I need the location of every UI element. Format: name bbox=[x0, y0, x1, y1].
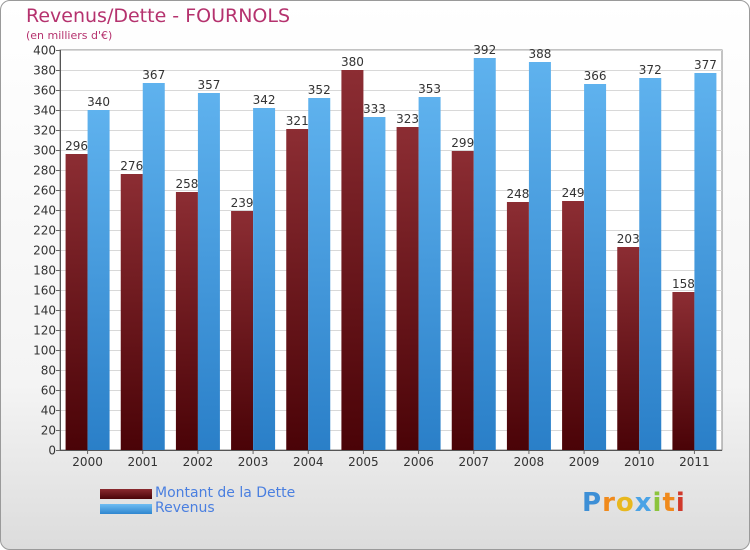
bar-dette bbox=[396, 127, 419, 450]
y-tick-label: 80 bbox=[41, 364, 56, 378]
bar-revenus bbox=[694, 73, 717, 450]
bar-revenus bbox=[528, 62, 551, 450]
y-tick-label: 100 bbox=[33, 344, 56, 358]
data-label: 249 bbox=[562, 186, 585, 200]
data-label: 276 bbox=[120, 159, 143, 173]
data-label: 366 bbox=[584, 69, 607, 83]
data-label: 258 bbox=[175, 177, 198, 191]
data-label: 296 bbox=[65, 139, 88, 153]
data-label: 377 bbox=[694, 58, 717, 72]
y-tick-label: 180 bbox=[33, 264, 56, 278]
x-tick-label: 2009 bbox=[569, 455, 600, 469]
bar-revenus bbox=[142, 83, 165, 450]
data-label: 342 bbox=[253, 93, 276, 107]
bar-dette bbox=[286, 129, 309, 450]
bar-dette bbox=[506, 202, 529, 450]
x-tick-label: 2007 bbox=[458, 455, 489, 469]
bar-dette bbox=[562, 201, 585, 450]
y-tick-label: 140 bbox=[33, 304, 56, 318]
bar-revenus bbox=[253, 108, 276, 450]
x-tick-label: 2005 bbox=[348, 455, 379, 469]
x-tick-label: 2002 bbox=[183, 455, 214, 469]
bar-revenus bbox=[473, 58, 496, 450]
bar-dette bbox=[175, 192, 198, 450]
bar-dette bbox=[672, 292, 695, 450]
y-tick-label: 220 bbox=[33, 224, 56, 238]
data-label: 392 bbox=[473, 43, 496, 57]
y-tick-label: 260 bbox=[33, 184, 56, 198]
x-tick-label: 2011 bbox=[679, 455, 710, 469]
legend-swatch-revenus bbox=[100, 504, 152, 514]
y-tick-label: 20 bbox=[41, 424, 56, 438]
bar-revenus bbox=[197, 93, 220, 450]
logo-letter: r bbox=[602, 488, 616, 518]
y-tick-label: 280 bbox=[33, 164, 56, 178]
y-tick-label: 340 bbox=[33, 104, 56, 118]
data-label: 333 bbox=[363, 102, 386, 116]
data-label: 248 bbox=[506, 187, 529, 201]
logo-letter: i bbox=[652, 488, 663, 518]
y-tick-label: 0 bbox=[48, 444, 56, 458]
bar-dette bbox=[341, 70, 364, 450]
bar-revenus bbox=[308, 98, 331, 450]
data-label: 340 bbox=[87, 95, 110, 109]
proxiti-logo: Proxiti bbox=[582, 488, 686, 518]
data-label: 367 bbox=[142, 68, 165, 82]
bar-dette bbox=[120, 174, 143, 450]
logo-letter: i bbox=[675, 488, 686, 518]
x-tick-label: 2001 bbox=[127, 455, 158, 469]
data-label: 158 bbox=[672, 277, 695, 291]
logo-letter: o bbox=[615, 488, 635, 518]
y-tick-label: 240 bbox=[33, 204, 56, 218]
data-label: 299 bbox=[451, 136, 474, 150]
y-tick-label: 380 bbox=[33, 64, 56, 78]
y-tick-label: 320 bbox=[33, 124, 56, 138]
x-tick-label: 2004 bbox=[293, 455, 324, 469]
legend-swatch-dette bbox=[100, 489, 152, 499]
y-tick-label: 160 bbox=[33, 284, 56, 298]
bar-revenus bbox=[418, 97, 441, 450]
legend-label-dette: Montant de la Dette bbox=[155, 485, 296, 501]
chart-subtitle: (en milliers d'€) bbox=[26, 29, 113, 42]
data-label: 353 bbox=[418, 82, 441, 96]
y-tick-label: 360 bbox=[33, 84, 56, 98]
logo-letter: t bbox=[662, 488, 676, 518]
bar-revenus bbox=[87, 110, 110, 450]
bar-revenus bbox=[363, 117, 386, 450]
data-label: 357 bbox=[197, 78, 220, 92]
data-label: 203 bbox=[617, 232, 640, 246]
logo-letter: P bbox=[582, 488, 603, 518]
y-tick-label: 120 bbox=[33, 324, 56, 338]
y-tick-label: 200 bbox=[33, 244, 56, 258]
bar-dette bbox=[65, 154, 88, 450]
bar-dette bbox=[451, 151, 474, 450]
data-label: 321 bbox=[286, 114, 309, 128]
legend-label-revenus: Revenus bbox=[155, 500, 215, 516]
x-tick-label: 2010 bbox=[624, 455, 655, 469]
bar-revenus bbox=[584, 84, 607, 450]
x-tick-label: 2006 bbox=[403, 455, 434, 469]
y-tick-label: 40 bbox=[41, 404, 56, 418]
data-label: 380 bbox=[341, 55, 364, 69]
data-label: 388 bbox=[528, 47, 551, 61]
y-tick-label: 400 bbox=[33, 44, 56, 58]
bar-revenus bbox=[639, 78, 662, 450]
data-label: 352 bbox=[308, 83, 331, 97]
data-label: 323 bbox=[396, 112, 419, 126]
data-label: 372 bbox=[639, 63, 662, 77]
data-label: 239 bbox=[231, 196, 254, 210]
y-tick-label: 300 bbox=[33, 144, 56, 158]
y-tick-label: 60 bbox=[41, 384, 56, 398]
bar-dette bbox=[617, 247, 640, 450]
x-tick-label: 2000 bbox=[72, 455, 103, 469]
x-tick-label: 2008 bbox=[514, 455, 545, 469]
bar-dette bbox=[231, 211, 254, 450]
chart-title: Revenus/Dette - FOURNOLS bbox=[26, 5, 291, 27]
logo-letter: x bbox=[634, 488, 653, 518]
x-tick-label: 2003 bbox=[238, 455, 269, 469]
